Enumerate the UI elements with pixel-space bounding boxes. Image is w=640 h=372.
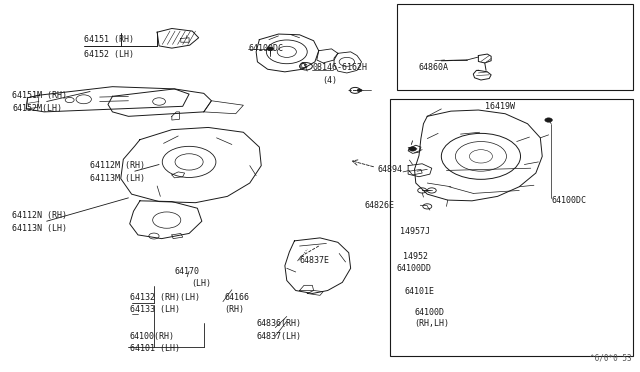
Text: 64113N (LH): 64113N (LH) [12,224,67,233]
Text: 64860A: 64860A [419,63,449,72]
Text: (RH): (RH) [224,305,244,314]
Text: 08146-6162H: 08146-6162H [312,63,367,72]
Text: 64100D: 64100D [415,308,445,317]
Text: 64112N (RH): 64112N (RH) [12,211,67,220]
Text: 64836(RH): 64836(RH) [256,320,301,328]
Text: 64101E: 64101E [404,287,435,296]
Text: 64100DC: 64100DC [248,44,284,53]
Text: 64837E: 64837E [300,256,330,265]
Circle shape [267,47,273,51]
Text: (LH): (LH) [191,279,211,288]
Text: (4): (4) [323,76,337,85]
Text: 64166: 64166 [224,293,249,302]
Bar [390,99,633,356]
Circle shape [357,89,362,92]
Text: S: S [304,64,308,69]
Text: ^6/0*0 53: ^6/0*0 53 [590,353,632,362]
Text: (RH,LH): (RH,LH) [415,320,449,328]
Text: 14952: 14952 [403,252,428,261]
Text: 64151 (RH): 64151 (RH) [84,35,134,44]
Text: 64101 (LH): 64101 (LH) [130,344,180,353]
Text: 64151M (RH): 64151M (RH) [12,91,67,100]
Text: ©: © [300,61,306,71]
Text: 64100DC: 64100DC [551,196,586,205]
Text: 64133 (LH): 64133 (LH) [130,305,180,314]
Text: 64152 (LH): 64152 (LH) [84,50,134,59]
Text: 64152M(LH): 64152M(LH) [12,104,62,113]
Text: 64132 (RH)(LH): 64132 (RH)(LH) [130,293,200,302]
Text: 64837(LH): 64837(LH) [256,331,301,341]
Text: 64100(RH): 64100(RH) [130,331,175,341]
Bar [397,4,633,90]
Text: 64826E: 64826E [365,201,395,210]
Text: 16419W: 16419W [484,102,515,111]
Text: 64170: 64170 [174,267,200,276]
Text: 64100DD: 64100DD [397,264,431,273]
Circle shape [545,118,552,122]
Text: 64894: 64894 [378,165,403,174]
Circle shape [409,147,417,151]
Text: 14957J: 14957J [401,227,431,236]
Text: 64113M (LH): 64113M (LH) [90,174,145,183]
Text: 64112M (RH): 64112M (RH) [90,161,145,170]
